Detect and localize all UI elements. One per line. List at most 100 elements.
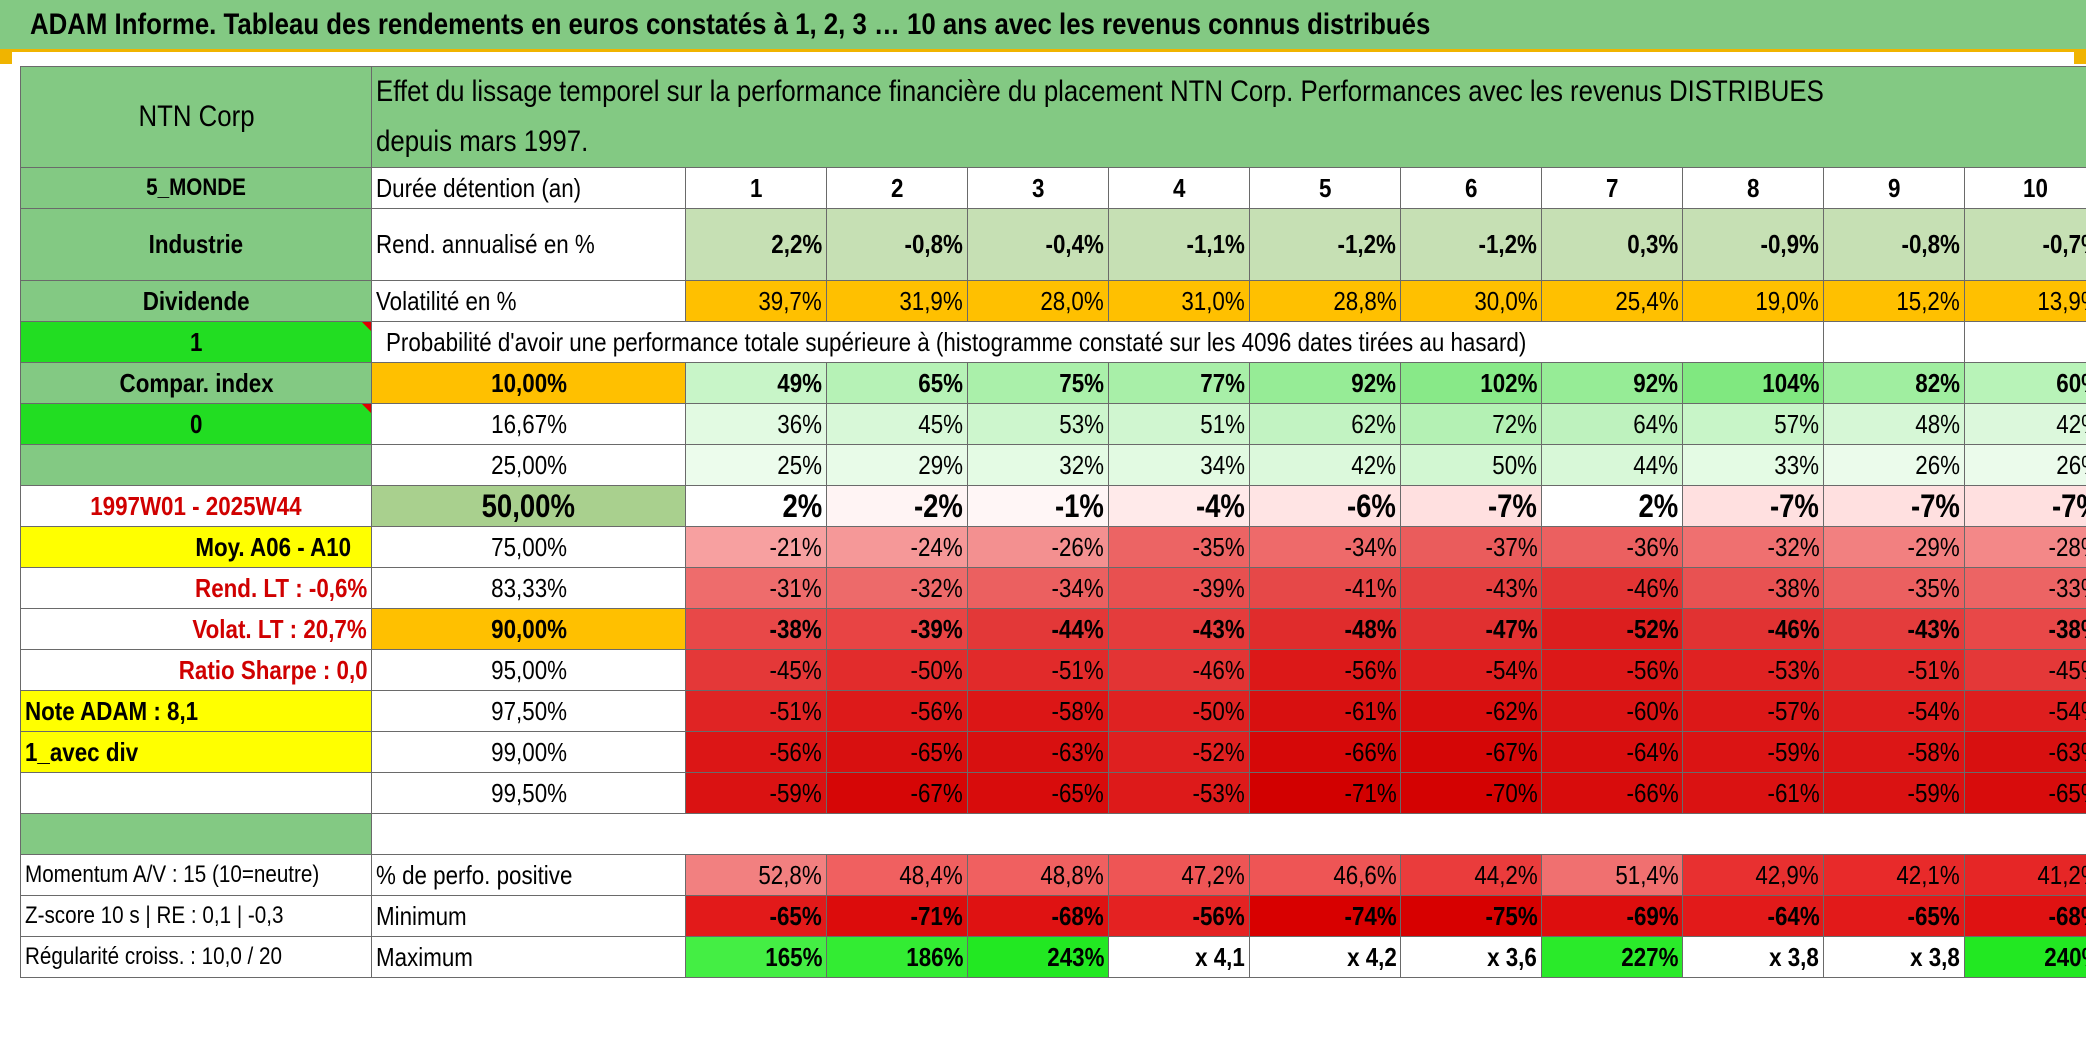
probability-cell-text: -51%	[1051, 654, 1105, 685]
probability-level: 99,50%	[371, 772, 687, 814]
probability-cell-text: 29%	[918, 449, 964, 480]
probability-cell-text: 82%	[1915, 367, 1961, 398]
compar-label-text: Compar. index	[119, 367, 274, 398]
probability-cell-text: 57%	[1774, 408, 1820, 439]
probability-cell-text: -61%	[1767, 777, 1820, 808]
probability-cell-text: -46%	[1192, 654, 1246, 685]
probability-cell: -56%	[826, 690, 969, 732]
probability-cell: 65%	[826, 362, 969, 404]
probability-cell-text: -7%	[1911, 487, 1961, 524]
positive-cell: 44,2%	[1400, 854, 1543, 896]
minimum-cell: -56%	[1108, 895, 1251, 937]
probability-cell: -67%	[826, 772, 969, 814]
separator-row	[19, 813, 2086, 855]
probability-row: Rend. LT : -0,6% 83,33% -31% -32% -34% -39% -4…	[19, 567, 2086, 609]
probability-cell: -54%	[1400, 649, 1543, 691]
positive-cell: 52,8%	[685, 854, 828, 896]
sharpe-label: Ratio Sharpe : 0,0	[19, 649, 373, 691]
probability-cell-text: 62%	[1351, 408, 1397, 439]
probability-cell-text: 50%	[1492, 449, 1538, 480]
volatility-cell: 39,7%	[685, 280, 828, 322]
probability-cell: -65%	[1964, 772, 2086, 814]
empty-cell-10	[1964, 321, 2086, 363]
probability-cell-text: -54%	[1485, 654, 1538, 685]
probability-level: 83,33%	[371, 567, 687, 609]
probability-cell: -28%	[1964, 526, 2086, 568]
probability-cell: -32%	[1682, 526, 1825, 568]
probability-level-text: 16,67%	[490, 408, 567, 439]
rendement-row: Industrie Rend. annualisé en % 2,2% -0,8% -0…	[19, 208, 2086, 281]
minimum-cell-text: -74%	[1344, 900, 1397, 931]
probability-cell: -62%	[1400, 690, 1543, 732]
minimum-label: Minimum	[371, 895, 687, 937]
positive-cell: 51,4%	[1541, 854, 1684, 896]
probability-header-row: 1 Probabilité d'avoir une performance tot…	[19, 321, 2086, 363]
selector-value[interactable]: 1	[19, 321, 373, 363]
probability-level: 99,00%	[371, 731, 687, 773]
probability-cell-text: -36%	[1626, 531, 1679, 562]
probability-cell: -21%	[685, 526, 828, 568]
positive-cell-text: 47,2%	[1181, 859, 1246, 890]
volatility-cell: 30,0%	[1400, 280, 1543, 322]
maximum-cell-text: x 3,6	[1487, 941, 1538, 972]
year-header-8-text: 8	[1747, 172, 1760, 203]
minimum-cell: -65%	[685, 895, 828, 937]
mode-label-text: 1_avec div	[25, 736, 139, 767]
rendement-cell-text: -0,4%	[1045, 229, 1105, 259]
probability-cell: 82%	[1823, 362, 1966, 404]
probability-level-text: 10,00%	[490, 367, 567, 398]
minimum-cell-text: -56%	[1192, 900, 1246, 931]
probability-cell-text: -38%	[769, 613, 823, 644]
maximum-cell: 243%	[967, 936, 1110, 978]
probability-cell-text: 34%	[1200, 449, 1246, 480]
probability-cell-text: 53%	[1059, 408, 1105, 439]
average-label: Moy. A06 - A10	[19, 526, 373, 568]
probability-cell-text: 26%	[1915, 449, 1961, 480]
minimum-cell: -65%	[1823, 895, 1966, 937]
probability-cell-text: -62%	[1485, 695, 1538, 726]
minimum-cell-text: -65%	[1907, 900, 1961, 931]
probability-cell: 49%	[685, 362, 828, 404]
probability-cell: -59%	[1823, 772, 1966, 814]
positive-cell: 46,6%	[1249, 854, 1402, 896]
rendement-cell: -0,4%	[967, 208, 1110, 281]
volatility-cell: 13,9%	[1964, 280, 2086, 322]
probability-cell: -47%	[1400, 608, 1543, 650]
probability-cell-text: 92%	[1633, 367, 1679, 398]
probability-cell-text: -21%	[769, 531, 823, 562]
probability-cell-text: -43%	[1192, 613, 1246, 644]
probability-cell-text: 65%	[918, 367, 964, 398]
probability-cell-text: 42%	[2056, 408, 2086, 439]
positive-cell: 47,2%	[1108, 854, 1251, 896]
rendement-cell: -0,7%	[1964, 208, 2086, 281]
probability-row: 99,50% -59% -67% -65% -53% -71% -70% -66% -61% -5…	[19, 772, 2086, 814]
minimum-cell: -74%	[1249, 895, 1402, 937]
description: Effet du lissage temporel sur la perform…	[376, 75, 1825, 158]
probability-cell-text: -39%	[1192, 572, 1246, 603]
probability-cell: -61%	[1249, 690, 1402, 732]
year-header-7: 7	[1541, 167, 1684, 209]
probability-cell: -46%	[1108, 649, 1251, 691]
probability-row: Volat. LT : 20,7% 90,00% -38% -39% -44% -43% -…	[19, 608, 2086, 650]
volatility-cell-text: 31,9%	[899, 285, 964, 316]
probability-level-text: 97,50%	[490, 695, 567, 726]
empty-left-cell	[19, 772, 373, 814]
maximum-cell-text: 186%	[905, 941, 964, 972]
probability-cell-text: 45%	[918, 408, 964, 439]
probability-cell: -58%	[1823, 731, 1966, 773]
probability-cell-text: 25%	[777, 449, 823, 480]
probability-cell: -53%	[1682, 649, 1825, 691]
probability-cell-text: -59%	[1767, 736, 1820, 767]
rendement-cell-text: -0,8%	[1901, 229, 1961, 259]
probability-cell-text: -65%	[910, 736, 964, 767]
compar-value[interactable]: 0	[19, 403, 373, 445]
maximum-cell: 186%	[826, 936, 969, 978]
year-header-9: 9	[1823, 167, 1966, 209]
year-header-4: 4	[1108, 167, 1251, 209]
probability-level-text: 99,00%	[490, 736, 567, 767]
probability-row: 0 16,67% 36% 45% 53% 51% 62% 72% 64% 57% 48% 42%	[19, 403, 2086, 445]
probability-cell: -59%	[1682, 731, 1825, 773]
probability-cell-text: -29%	[1907, 531, 1961, 562]
probability-cell-text: 51%	[1200, 408, 1246, 439]
probability-cell: -7%	[1682, 485, 1825, 527]
